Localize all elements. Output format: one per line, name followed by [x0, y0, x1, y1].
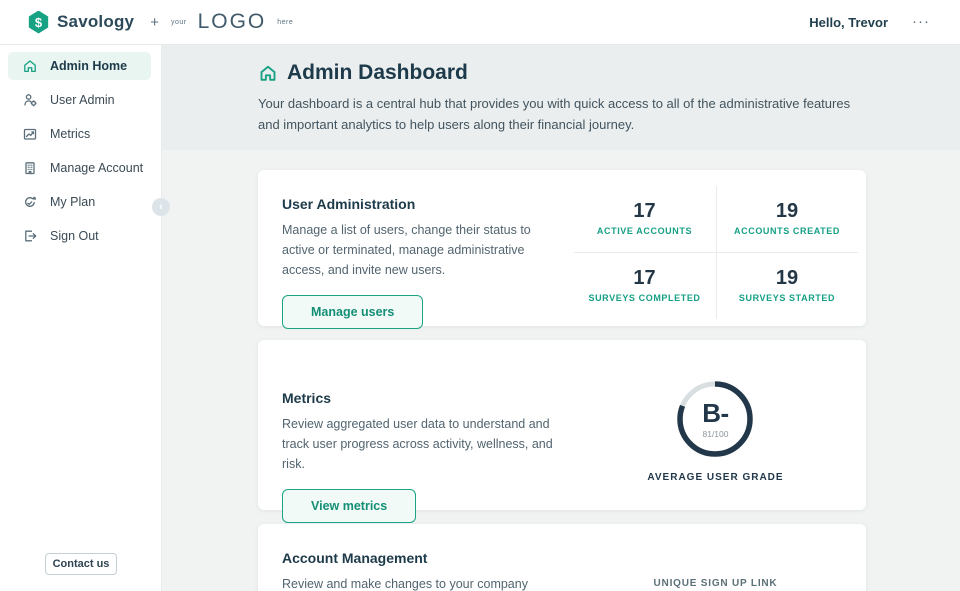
brand-your-label: your — [170, 18, 187, 26]
grade-letter: B- — [702, 397, 729, 428]
sidebar-collapse-button[interactable]: ‹ — [152, 198, 170, 216]
card-description: Manage a list of users, change their sta… — [282, 223, 531, 277]
ellipsis-menu-icon[interactable]: ··· — [912, 13, 930, 30]
stat-value: 17 — [633, 267, 656, 289]
card-title: User Administration — [282, 196, 416, 212]
metrics-chart-icon — [22, 126, 38, 142]
page-description: Your dashboard is a central hub that pro… — [258, 96, 851, 133]
plan-icon — [22, 194, 38, 210]
sidebar-item-manage-account[interactable]: Manage Account — [8, 154, 151, 182]
unique-signup-link-label: UNIQUE SIGN UP LINK — [653, 578, 778, 589]
stat-accounts-created: 19 ACCOUNTS CREATED — [715, 186, 858, 252]
brand-name: Savology — [57, 12, 135, 31]
stat-surveys-completed: 17 SURVEYS COMPLETED — [573, 252, 716, 319]
card-title: Metrics — [282, 390, 332, 406]
metrics-card: Metrics Review aggregated user data to u… — [258, 340, 866, 524]
stat-value: 19 — [775, 200, 799, 222]
home-icon — [22, 58, 38, 74]
building-icon — [22, 160, 38, 176]
sidebar-item-label: Admin Home — [50, 59, 128, 73]
sidebar-item-label: Metrics — [50, 127, 91, 141]
manage-users-button[interactable]: Manage users — [282, 295, 424, 330]
stat-label: ACCOUNTS CREATED — [734, 226, 840, 236]
card-description: Review aggregated user data to understan… — [282, 417, 553, 471]
stat-value: 17 — [633, 200, 656, 222]
grade-ring-icon — [677, 381, 754, 457]
user-stats-grid: 17 ACTIVE ACCOUNTS 19 ACCOUNTS CREATED 1… — [573, 186, 858, 319]
stat-label: SURVEYS COMPLETED — [588, 293, 701, 303]
stat-surveys-started: 19 SURVEYS STARTED — [715, 252, 858, 319]
sidebar: Admin Home User Admin Metrics Manage Acc… — [0, 45, 170, 591]
sidebar-item-metrics[interactable]: Metrics — [8, 120, 151, 148]
average-grade-gauge: B- 81/100 AVERAGE USER GRADE — [647, 380, 783, 483]
stat-active-accounts: 17 ACTIVE ACCOUNTS — [574, 186, 716, 252]
user-administration-card: User Administration Manage a list of use… — [258, 170, 866, 330]
contact-us-button[interactable]: Contact us — [45, 553, 117, 575]
card-title: Account Management — [282, 550, 428, 566]
top-header: $ Savology + your LOGO here Hello, Trevo… — [0, 0, 960, 45]
grade-score: 81/100 — [702, 428, 729, 439]
sidebar-item-admin-home[interactable]: Admin Home — [8, 52, 151, 80]
brand-logo: $ Savology + your LOGO here — [28, 10, 293, 34]
main-content: Admin Dashboard Your dashboard is a cent… — [162, 45, 960, 591]
account-management-card: Account Management Review and make chang… — [258, 524, 866, 591]
user-gear-icon — [22, 92, 38, 108]
savology-logo-icon: $ — [28, 10, 49, 34]
page-title: Admin Dashboard — [287, 61, 468, 84]
user-greeting: Hello, Trevor — [809, 14, 888, 30]
sidebar-item-label: My Plan — [50, 195, 96, 209]
brand-here-label: here — [277, 18, 294, 26]
sidebar-item-label: Manage Account — [50, 161, 144, 175]
sign-out-icon — [22, 228, 38, 244]
dashboard-home-icon — [258, 63, 278, 83]
view-metrics-button[interactable]: View metrics — [282, 489, 417, 524]
brand-plus: + — [150, 13, 159, 31]
sidebar-item-label: User Admin — [50, 93, 115, 107]
stat-label: ACTIVE ACCOUNTS — [596, 226, 693, 236]
card-description: Review and make changes to your company … — [282, 577, 528, 591]
sidebar-item-sign-out[interactable]: Sign Out — [8, 222, 151, 250]
brand-logo-placeholder: LOGO — [197, 10, 267, 33]
grade-caption: AVERAGE USER GRADE — [647, 472, 784, 483]
sidebar-item-label: Sign Out — [50, 229, 99, 243]
dashboard-hero: Admin Dashboard Your dashboard is a cent… — [162, 45, 960, 150]
sidebar-item-my-plan[interactable]: My Plan — [8, 188, 151, 216]
stat-label: SURVEYS STARTED — [738, 293, 836, 303]
stat-value: 19 — [775, 267, 799, 289]
sidebar-item-user-admin[interactable]: User Admin — [8, 86, 151, 114]
